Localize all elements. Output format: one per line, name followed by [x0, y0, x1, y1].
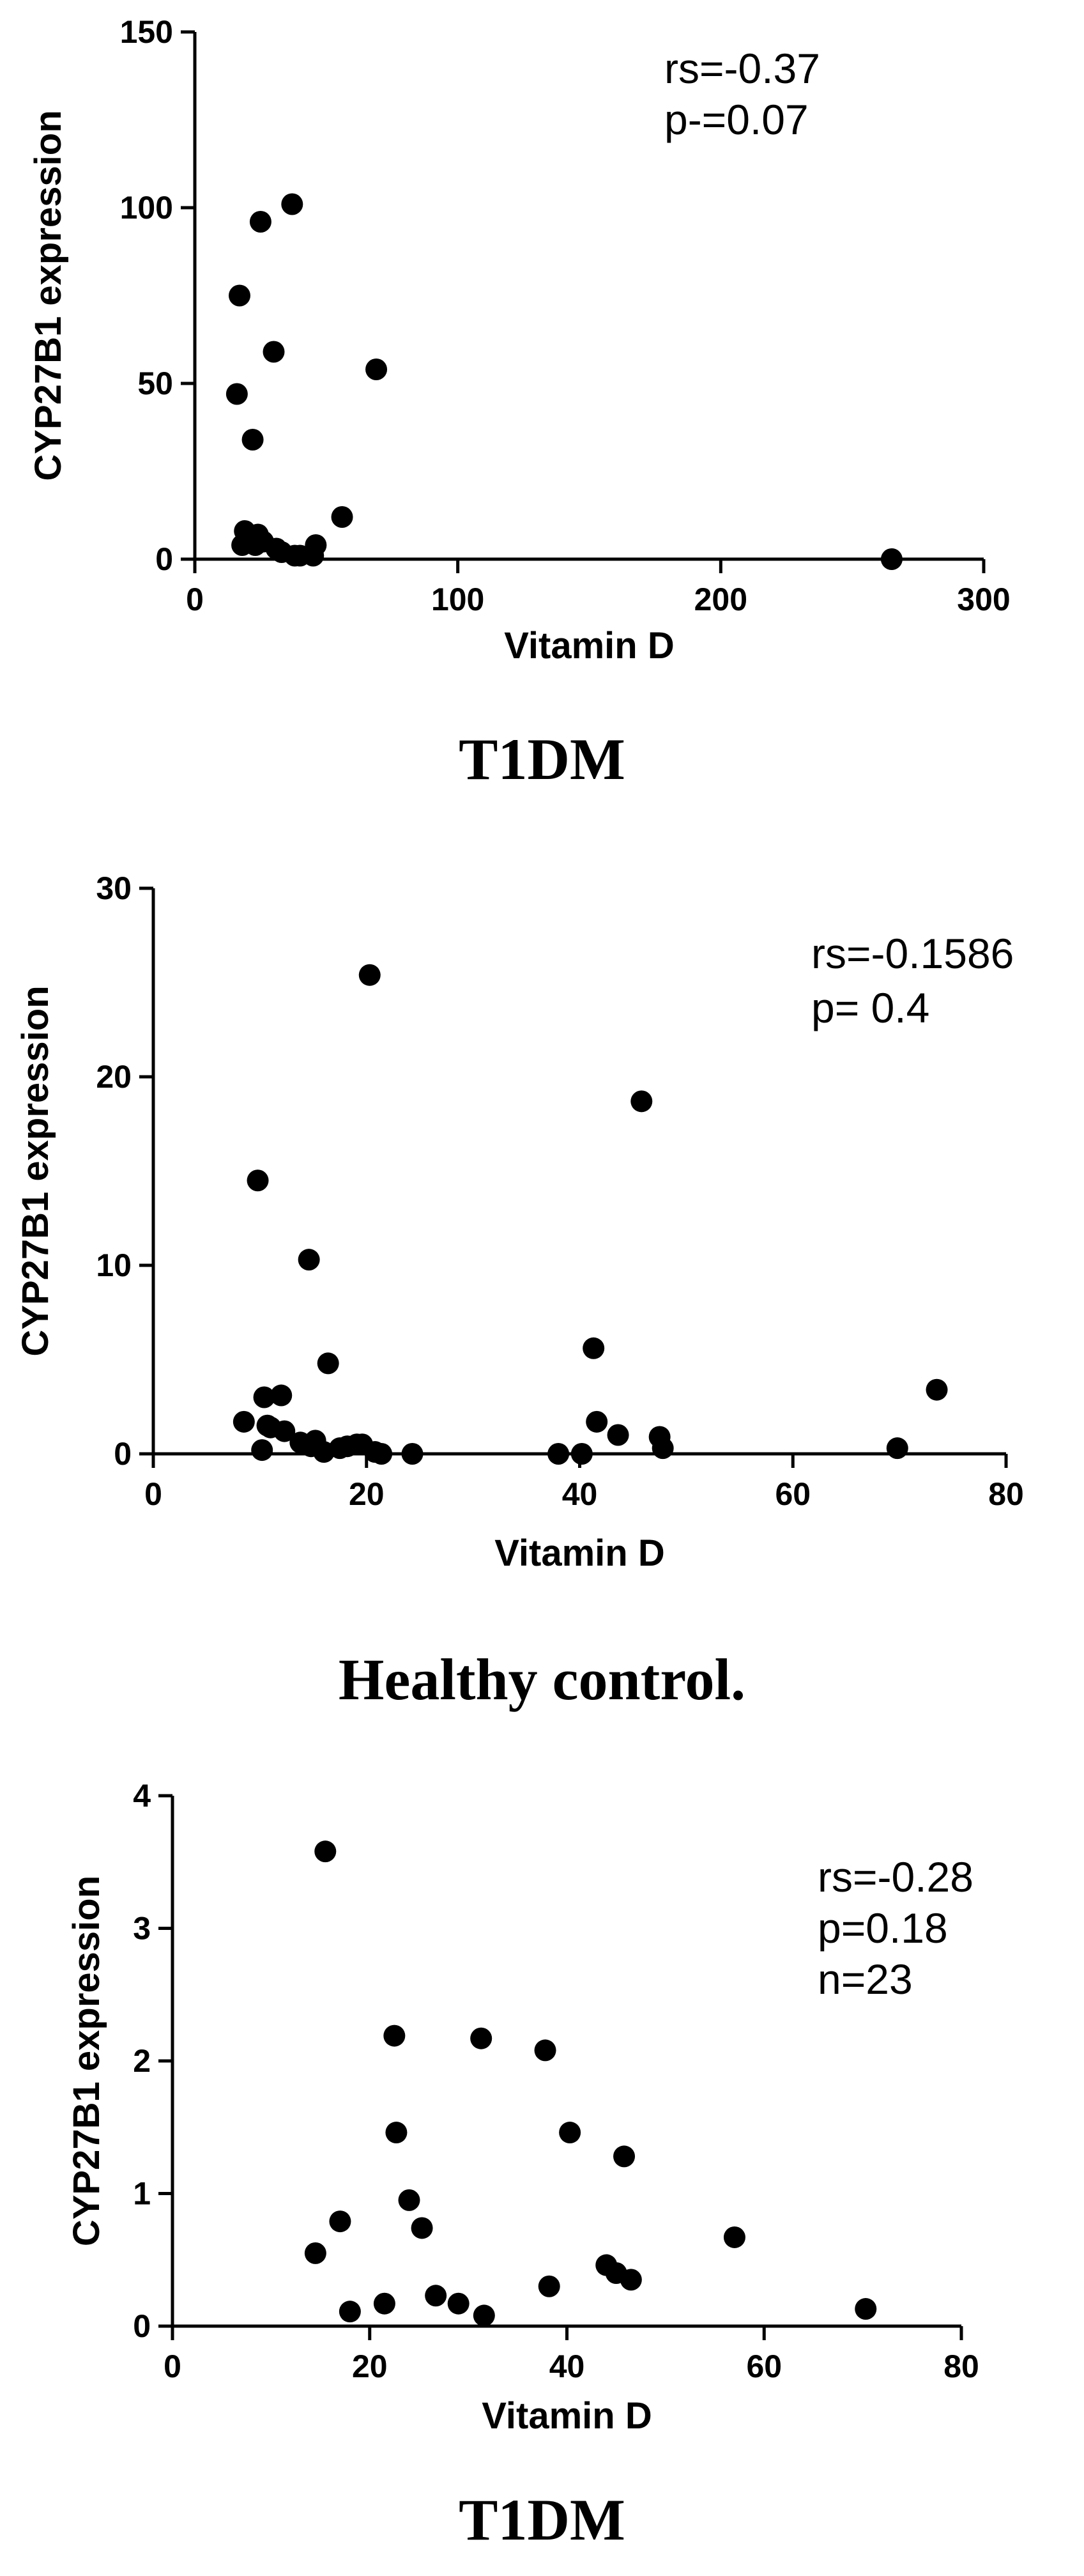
- data-point: [358, 964, 381, 986]
- data-point: [425, 2285, 447, 2307]
- x-tick-label: 300: [957, 582, 1010, 617]
- data-point: [473, 2304, 495, 2327]
- x-tick-label: 40: [562, 1476, 598, 1512]
- data-point: [305, 534, 327, 556]
- data-point: [241, 429, 264, 451]
- y-tick-label: 30: [96, 870, 132, 906]
- data-point: [559, 2122, 581, 2144]
- stats-annotation: p-=0.07: [664, 96, 809, 143]
- data-point: [304, 2242, 326, 2264]
- x-tick-label: 40: [549, 2348, 585, 2384]
- data-point: [411, 2217, 433, 2239]
- y-axis-title: CYP27B1 expression: [66, 1876, 107, 2246]
- y-tick-label: 50: [137, 366, 173, 401]
- data-point: [373, 2292, 395, 2315]
- x-tick-label: 80: [943, 2348, 979, 2384]
- stats-annotation: p=0.18: [818, 1904, 948, 1952]
- chart-panel-3: 0 1 2 3 4 0 20 40 60 80 Vitamin D CYP27B1 expressio…: [0, 1706, 1084, 2573]
- stats-annotation: rs=-0.28: [818, 1853, 973, 1901]
- data-point: [447, 2292, 469, 2315]
- data-point: [570, 1443, 593, 1465]
- y-tick-label: 3: [133, 1911, 151, 1947]
- chart-panel-1: 0 50 100 150 0 100 200 300 Vitamin D CYP27B1 expr…: [0, 0, 1084, 831]
- x-tick-label: 20: [349, 1476, 385, 1512]
- data-point: [470, 2027, 492, 2049]
- data-point: [926, 1378, 948, 1401]
- stats-annotation: p= 0.4: [811, 984, 929, 1031]
- data-point: [228, 284, 250, 307]
- y-tick-label: 0: [133, 2308, 151, 2344]
- data-point: [365, 359, 388, 380]
- data-point: [652, 1437, 674, 1460]
- data-point: [233, 1410, 255, 1433]
- data-point: [329, 2210, 351, 2233]
- x-axis-title: Vitamin D: [504, 625, 674, 667]
- y-tick-label: 150: [120, 14, 173, 50]
- data-point: [263, 341, 285, 363]
- stats-annotation: rs=-0.37: [664, 45, 820, 92]
- data-point: [586, 1410, 608, 1433]
- data-point: [331, 506, 353, 528]
- data-point: [630, 1090, 653, 1113]
- y-axis-title: CYP27B1 expression: [27, 110, 69, 481]
- x-tick-label: 0: [186, 582, 204, 617]
- chart-caption: T1DM: [459, 727, 625, 792]
- x-axis-title: Vitamin D: [494, 1532, 664, 1574]
- stats-annotation: n=23: [818, 1955, 913, 2003]
- data-point: [273, 1420, 296, 1442]
- y-axis-title: CYP27B1 expression: [15, 985, 56, 1356]
- stats-annotation: rs=-0.1586: [811, 930, 1014, 977]
- data-point: [339, 2301, 361, 2323]
- y-tick-label: 20: [96, 1059, 132, 1095]
- x-tick-label: 100: [431, 582, 484, 617]
- x-tick-label: 200: [694, 582, 747, 617]
- y-tick-label: 10: [96, 1247, 132, 1283]
- data-point: [314, 1840, 337, 1863]
- data-point: [385, 2122, 408, 2144]
- data-point: [583, 1337, 605, 1359]
- y-tick-label: 100: [120, 190, 173, 226]
- data-point: [247, 1169, 269, 1192]
- x-tick-label: 0: [164, 2348, 181, 2384]
- data-point: [607, 1424, 629, 1446]
- x-tick-label: 0: [144, 1476, 162, 1512]
- data-point: [401, 1443, 424, 1465]
- data-point: [298, 1249, 320, 1271]
- data-point: [281, 193, 303, 215]
- x-tick-label: 80: [988, 1476, 1024, 1512]
- x-axis-title: Vitamin D: [482, 2395, 652, 2437]
- data-point: [723, 2226, 745, 2248]
- data-point: [538, 2275, 560, 2297]
- data-point: [251, 1439, 273, 1462]
- data-point: [317, 1352, 339, 1375]
- data-point: [253, 1386, 275, 1408]
- chart-panel-2: 0 10 20 30 0 20 40 60 80 Vitamin D CYP27B1 express…: [0, 831, 1084, 1712]
- data-point: [880, 548, 903, 570]
- chart-caption: Healthy control.: [338, 1647, 746, 1712]
- data-point: [225, 383, 248, 405]
- data-point: [249, 211, 271, 233]
- data-point: [613, 2145, 636, 2168]
- data-point: [270, 1384, 293, 1407]
- data-point: [855, 2298, 877, 2320]
- x-tick-label: 20: [352, 2348, 388, 2384]
- data-point: [398, 2189, 420, 2211]
- x-tick-label: 60: [775, 1476, 811, 1512]
- y-tick-label: 0: [114, 1436, 132, 1472]
- y-tick-label: 2: [133, 2043, 151, 2079]
- y-tick-label: 1: [133, 2176, 151, 2212]
- scatter-chart-1: 0 50 100 150 0 100 200 300 Vitamin D CYP27B1 expr…: [27, 14, 1011, 667]
- data-point: [383, 2025, 406, 2047]
- data-point: [534, 2039, 556, 2062]
- data-point: [370, 1443, 393, 1465]
- x-tick-label: 60: [746, 2348, 782, 2384]
- chart-caption: T1DM: [459, 2487, 625, 2552]
- data-point: [620, 2269, 642, 2291]
- data-point: [547, 1443, 570, 1465]
- data-point: [886, 1437, 908, 1460]
- y-tick-label: 0: [155, 541, 173, 577]
- y-tick-label: 4: [133, 1778, 151, 1814]
- scatter-chart-2: 0 10 20 30 0 20 40 60 80 Vitamin D CYP27B1 express…: [15, 870, 1024, 1574]
